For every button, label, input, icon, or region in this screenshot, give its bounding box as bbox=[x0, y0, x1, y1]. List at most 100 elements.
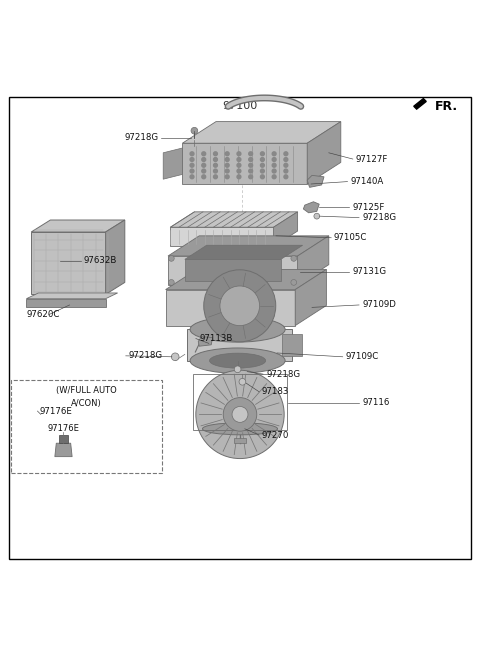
Circle shape bbox=[225, 175, 229, 178]
Circle shape bbox=[261, 169, 264, 173]
Text: 97176E: 97176E bbox=[48, 424, 79, 433]
Text: 97100: 97100 bbox=[222, 102, 258, 112]
Bar bbox=[11, 380, 162, 474]
Circle shape bbox=[225, 152, 229, 155]
Circle shape bbox=[202, 163, 205, 167]
Circle shape bbox=[191, 127, 198, 134]
Circle shape bbox=[261, 163, 264, 167]
Circle shape bbox=[171, 353, 179, 361]
Circle shape bbox=[204, 270, 276, 342]
Circle shape bbox=[239, 379, 246, 385]
Bar bbox=[234, 438, 246, 443]
Polygon shape bbox=[282, 335, 302, 356]
Polygon shape bbox=[274, 212, 298, 247]
Text: (W/FULL AUTO: (W/FULL AUTO bbox=[56, 386, 117, 395]
Polygon shape bbox=[307, 175, 324, 188]
Text: 97140A: 97140A bbox=[350, 177, 384, 186]
Circle shape bbox=[249, 163, 252, 167]
Polygon shape bbox=[170, 227, 274, 247]
Text: 97116: 97116 bbox=[362, 398, 390, 407]
Text: 97632B: 97632B bbox=[84, 256, 118, 265]
Polygon shape bbox=[106, 220, 125, 295]
Polygon shape bbox=[55, 443, 72, 457]
Circle shape bbox=[220, 286, 260, 325]
Circle shape bbox=[284, 163, 288, 167]
Circle shape bbox=[261, 152, 264, 155]
Circle shape bbox=[214, 163, 217, 167]
Circle shape bbox=[237, 157, 241, 161]
Text: 97105C: 97105C bbox=[334, 234, 367, 242]
Text: 97127F: 97127F bbox=[355, 155, 387, 163]
Text: 97109D: 97109D bbox=[362, 300, 396, 310]
Bar bbox=[193, 374, 287, 430]
Polygon shape bbox=[414, 98, 426, 109]
Ellipse shape bbox=[203, 423, 277, 435]
Polygon shape bbox=[295, 270, 326, 325]
Ellipse shape bbox=[190, 317, 285, 342]
Polygon shape bbox=[198, 337, 213, 346]
Circle shape bbox=[261, 157, 264, 161]
Polygon shape bbox=[31, 220, 125, 232]
Ellipse shape bbox=[209, 353, 266, 368]
Polygon shape bbox=[187, 329, 292, 361]
Circle shape bbox=[190, 175, 194, 178]
Circle shape bbox=[190, 169, 194, 173]
Circle shape bbox=[249, 175, 252, 178]
Circle shape bbox=[190, 163, 194, 167]
Bar bbox=[31, 232, 106, 295]
Polygon shape bbox=[307, 121, 341, 184]
Ellipse shape bbox=[190, 348, 285, 373]
Circle shape bbox=[284, 175, 288, 178]
Polygon shape bbox=[298, 236, 329, 285]
Polygon shape bbox=[168, 236, 329, 256]
Circle shape bbox=[272, 157, 276, 161]
Circle shape bbox=[214, 157, 217, 161]
Text: 97270: 97270 bbox=[262, 430, 289, 440]
Circle shape bbox=[214, 169, 217, 173]
Circle shape bbox=[272, 152, 276, 155]
Circle shape bbox=[190, 157, 194, 161]
Text: 97620C: 97620C bbox=[26, 310, 60, 319]
Circle shape bbox=[237, 163, 241, 167]
Text: 97183: 97183 bbox=[262, 387, 289, 396]
Circle shape bbox=[202, 157, 205, 161]
Circle shape bbox=[168, 279, 174, 285]
Circle shape bbox=[284, 152, 288, 155]
Polygon shape bbox=[185, 259, 281, 281]
Circle shape bbox=[284, 157, 288, 161]
Polygon shape bbox=[163, 148, 182, 179]
Bar bbox=[59, 434, 68, 443]
Circle shape bbox=[272, 163, 276, 167]
Text: 97109C: 97109C bbox=[346, 352, 379, 361]
Circle shape bbox=[272, 169, 276, 173]
Text: 97125F: 97125F bbox=[353, 203, 385, 211]
Text: 97218G: 97218G bbox=[124, 133, 158, 142]
Circle shape bbox=[237, 175, 241, 178]
Polygon shape bbox=[182, 143, 307, 184]
Text: 97131G: 97131G bbox=[353, 268, 387, 276]
Circle shape bbox=[214, 175, 217, 178]
Text: 97218G: 97218G bbox=[362, 213, 396, 222]
Circle shape bbox=[225, 169, 229, 173]
Polygon shape bbox=[166, 289, 295, 325]
Circle shape bbox=[202, 152, 205, 155]
Circle shape bbox=[314, 213, 320, 219]
Circle shape bbox=[249, 169, 252, 173]
Circle shape bbox=[225, 157, 229, 161]
Circle shape bbox=[249, 157, 252, 161]
Polygon shape bbox=[182, 121, 341, 143]
Circle shape bbox=[232, 407, 248, 422]
Circle shape bbox=[214, 152, 217, 155]
Polygon shape bbox=[166, 270, 326, 289]
Circle shape bbox=[284, 169, 288, 173]
Polygon shape bbox=[185, 245, 302, 259]
Circle shape bbox=[234, 366, 241, 373]
Text: A/CON): A/CON) bbox=[71, 399, 102, 408]
Text: 97176E: 97176E bbox=[39, 407, 72, 415]
Circle shape bbox=[249, 152, 252, 155]
Circle shape bbox=[291, 279, 297, 285]
Bar bbox=[26, 298, 106, 308]
Text: 97218G: 97218G bbox=[129, 352, 163, 360]
Circle shape bbox=[291, 256, 297, 261]
Polygon shape bbox=[168, 256, 298, 285]
